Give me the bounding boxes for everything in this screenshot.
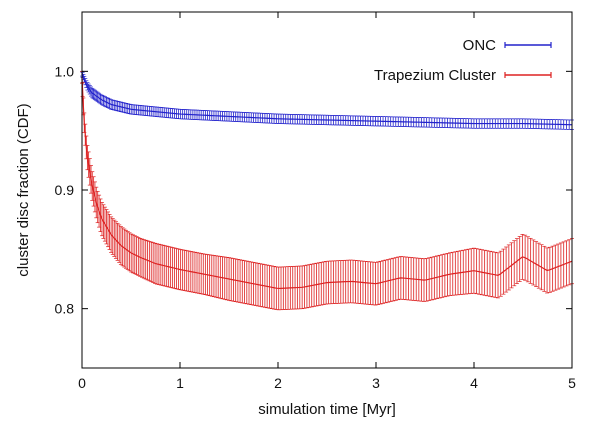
legend: ONC Trapezium Cluster [374, 37, 552, 84]
series-trapezium [80, 70, 574, 311]
legend-label: ONC [463, 37, 497, 54]
x-tick-label: 5 [568, 375, 576, 391]
x-tick-label: 3 [372, 375, 380, 391]
plot-frame [81, 11, 573, 369]
series-line [81, 77, 573, 290]
y-tick-label: 1.0 [55, 63, 75, 79]
y-tick-label: 0.9 [55, 182, 75, 198]
series-onc [80, 70, 574, 130]
axes-layer: 0 1 2 3 4 5 0.8 0.9 1.0 [55, 11, 576, 391]
x-tick-label: 4 [470, 375, 478, 391]
y-tick-label: 0.8 [55, 301, 75, 317]
x-axis-label: simulation time [Myr] [258, 401, 396, 418]
x-tick-label: 0 [78, 375, 86, 391]
series-line [81, 73, 573, 126]
y-axis-label: cluster disc fraction (CDF) [15, 103, 32, 276]
series-layer [80, 70, 574, 311]
legend-label: Trapezium Cluster [374, 67, 496, 84]
x-tick-label: 1 [176, 375, 184, 391]
x-tick-label: 2 [274, 375, 282, 391]
